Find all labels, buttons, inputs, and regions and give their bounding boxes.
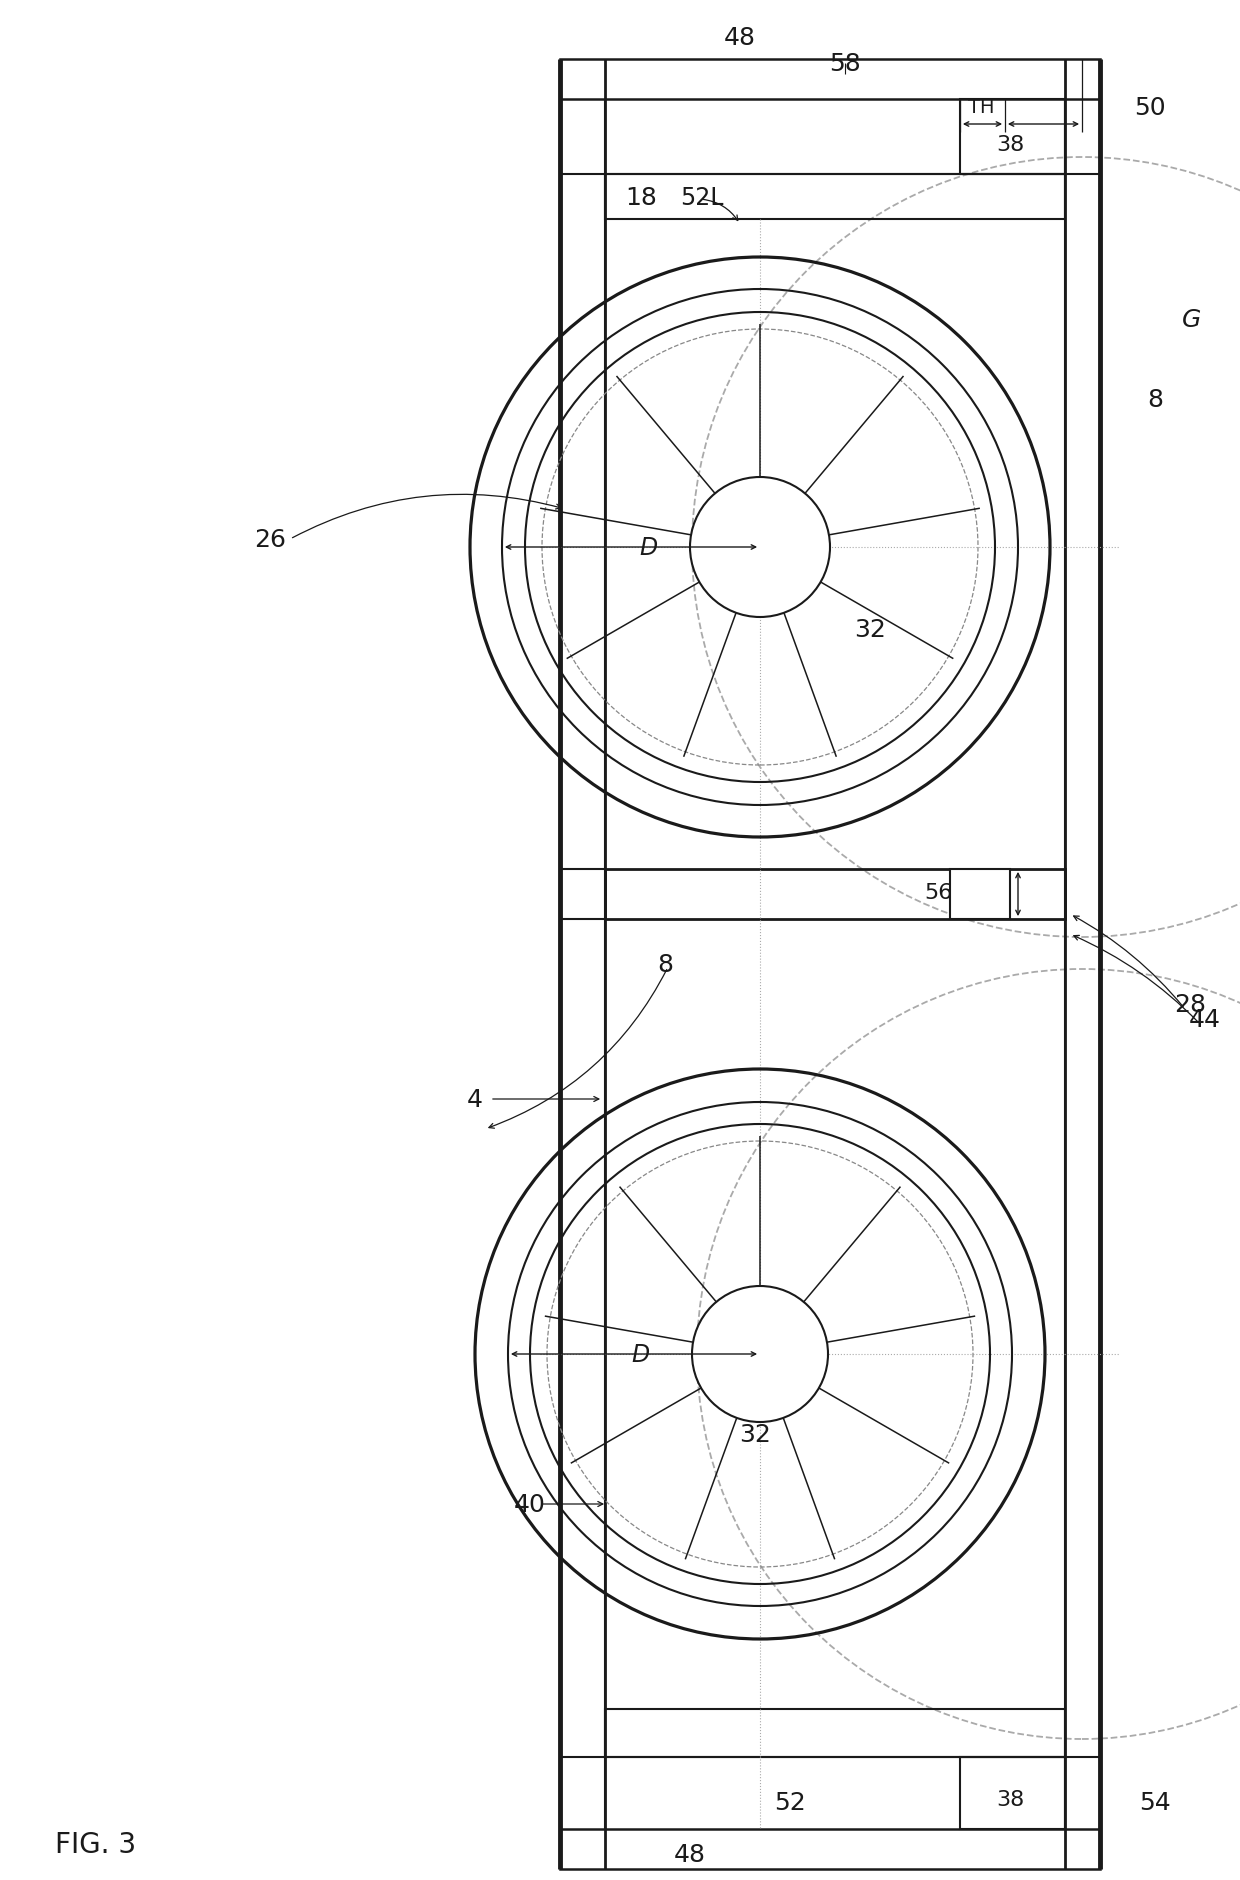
- Text: 52L: 52L: [680, 186, 723, 211]
- Text: FIG. 3: FIG. 3: [55, 1829, 136, 1857]
- Text: 32: 32: [854, 619, 885, 641]
- Text: 54: 54: [1140, 1790, 1171, 1814]
- Text: 32: 32: [739, 1423, 771, 1446]
- Text: D: D: [631, 1342, 649, 1367]
- Bar: [950, 870, 1011, 919]
- Text: 4: 4: [467, 1087, 484, 1111]
- Text: 40: 40: [515, 1493, 546, 1515]
- Text: D: D: [639, 536, 657, 560]
- Bar: [960, 1758, 1065, 1829]
- Text: 52: 52: [774, 1790, 806, 1814]
- Text: 38: 38: [996, 135, 1024, 154]
- Bar: [560, 1829, 1100, 1869]
- Text: 8: 8: [657, 953, 673, 976]
- Text: 58: 58: [830, 53, 861, 75]
- Ellipse shape: [689, 478, 830, 619]
- Text: 56: 56: [924, 882, 952, 902]
- Text: TH: TH: [967, 98, 994, 117]
- Text: 8: 8: [1147, 387, 1163, 412]
- Bar: [605, 175, 1065, 220]
- Text: 48: 48: [675, 1842, 706, 1867]
- Text: 48: 48: [724, 26, 756, 51]
- Text: G: G: [1182, 308, 1202, 333]
- Bar: [605, 870, 1065, 919]
- Text: 26: 26: [254, 528, 286, 551]
- Bar: [960, 100, 1065, 175]
- Text: 50: 50: [1135, 96, 1166, 120]
- Bar: [560, 60, 1100, 100]
- Bar: [605, 1709, 1065, 1758]
- Text: 38: 38: [996, 1790, 1024, 1809]
- Ellipse shape: [692, 1286, 828, 1423]
- Text: 18: 18: [625, 186, 657, 211]
- Text: 28: 28: [1174, 993, 1207, 1017]
- Text: 44: 44: [1189, 1008, 1221, 1032]
